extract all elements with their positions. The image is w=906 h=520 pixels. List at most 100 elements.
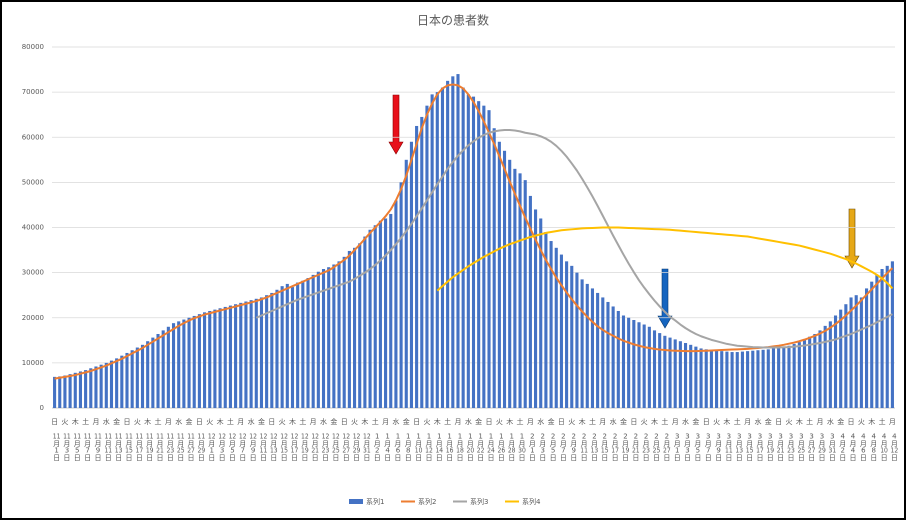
bar (78, 371, 82, 408)
bar (301, 280, 305, 408)
bar (539, 218, 543, 408)
x-weekday-label: 月 (527, 418, 534, 426)
x-tick-label: 11月7日 (83, 433, 92, 461)
x-tick-label: 12月23日 (321, 433, 330, 461)
bar (694, 346, 698, 408)
bar (151, 337, 155, 408)
x-tick-label: 12月1日 (207, 433, 216, 461)
x-weekday-label: 日 (413, 418, 420, 426)
bar (332, 264, 336, 408)
bar (658, 333, 662, 408)
bar (399, 182, 403, 408)
bar (378, 220, 382, 408)
legend-swatch (349, 499, 363, 504)
x-tick-label: 11月9日 (93, 433, 102, 461)
x-tick-label: 2月25日 (652, 433, 661, 461)
bar (451, 76, 455, 409)
x-weekday-label: 月 (454, 418, 461, 426)
x-weekday-label: 土 (589, 417, 596, 426)
bar (715, 350, 719, 408)
bar (828, 321, 832, 408)
bar (415, 125, 419, 408)
bar (161, 330, 165, 408)
bar (425, 105, 429, 408)
x-tick-label: 12月27日 (342, 433, 351, 461)
x-tick-label: 4月4日 (849, 433, 858, 461)
x-weekday-label: 日 (341, 418, 348, 426)
x-tick-label: 3月19日 (766, 433, 775, 461)
x-tick-label: 11月15日 (124, 433, 133, 461)
x-weekday-label: 金 (620, 417, 627, 426)
x-weekday-label: 日 (558, 418, 565, 426)
bar (647, 326, 651, 408)
bar (523, 180, 527, 408)
x-weekday-label: 土 (155, 417, 162, 426)
x-tick-label: 3月29日 (818, 433, 826, 461)
bar (321, 269, 326, 408)
bar (166, 326, 170, 408)
x-tick-label: 12月9日 (249, 433, 258, 461)
x-weekday-label: 日 (486, 418, 493, 426)
x-tick-label: 3月13日 (735, 433, 744, 461)
x-weekday-label: 火 (351, 418, 358, 426)
x-weekday-label: 火 (858, 418, 865, 426)
bar (249, 300, 253, 408)
bar (363, 236, 367, 408)
bar (146, 341, 150, 408)
line-series (255, 129, 893, 349)
bar (880, 269, 884, 408)
bar (575, 272, 579, 408)
x-weekday-label: 金 (548, 417, 555, 426)
x-weekday-label: 火 (279, 418, 286, 426)
bar (446, 80, 450, 408)
chart-title: 日本の患者数 (417, 13, 489, 28)
x-weekday-label: 水 (320, 417, 327, 426)
x-tick-label: 12月17日 (290, 433, 299, 461)
x-tick-label: 1月28日 (507, 433, 516, 461)
x-tick-label: 12月29日 (352, 433, 361, 461)
bar (409, 141, 413, 408)
x-weekday-label: 木 (868, 417, 875, 426)
bar (197, 314, 201, 408)
bar (870, 281, 874, 408)
bar (394, 200, 398, 408)
bar (771, 348, 776, 408)
x-tick-label: 12月7日 (238, 433, 247, 461)
x-weekday-label: 日 (630, 418, 637, 426)
y-tick-label: 80000 (22, 43, 44, 51)
x-weekday-label: 木 (723, 417, 730, 426)
bar (709, 350, 713, 408)
y-tick-label: 50000 (22, 178, 44, 186)
x-tick-label: 11月5日 (73, 433, 82, 461)
bar (192, 315, 196, 408)
bar (213, 309, 217, 408)
x-tick-label: 2月13日 (590, 433, 599, 461)
bar (306, 278, 310, 408)
bar (352, 247, 357, 408)
x-weekday-label: 土 (879, 417, 886, 426)
x-weekday-label: 月 (165, 418, 172, 426)
x-tick-label: 1月12日 (424, 433, 433, 461)
bar (99, 364, 103, 408)
bar (430, 94, 434, 408)
x-tick-label: 3月27日 (807, 433, 816, 461)
x-tick-label: 1月26日 (497, 433, 506, 461)
bar (704, 349, 708, 408)
bar (818, 330, 822, 408)
bar (756, 350, 760, 408)
bar (368, 229, 372, 408)
bar (823, 325, 827, 408)
x-weekday-label: 木 (144, 417, 151, 426)
x-weekday-label: 水 (610, 417, 617, 426)
x-weekday-label: 木 (579, 417, 586, 426)
x-tick-label: 1月18日 (455, 433, 464, 461)
x-tick-label: 12月11日 (259, 433, 268, 461)
bar (859, 297, 863, 408)
y-tick-label: 10000 (22, 359, 44, 367)
x-weekday-label: 金 (837, 417, 844, 426)
x-tick-label: 3月17日 (755, 433, 764, 461)
bar (218, 308, 222, 408)
bar (466, 94, 470, 408)
bar (802, 339, 807, 408)
